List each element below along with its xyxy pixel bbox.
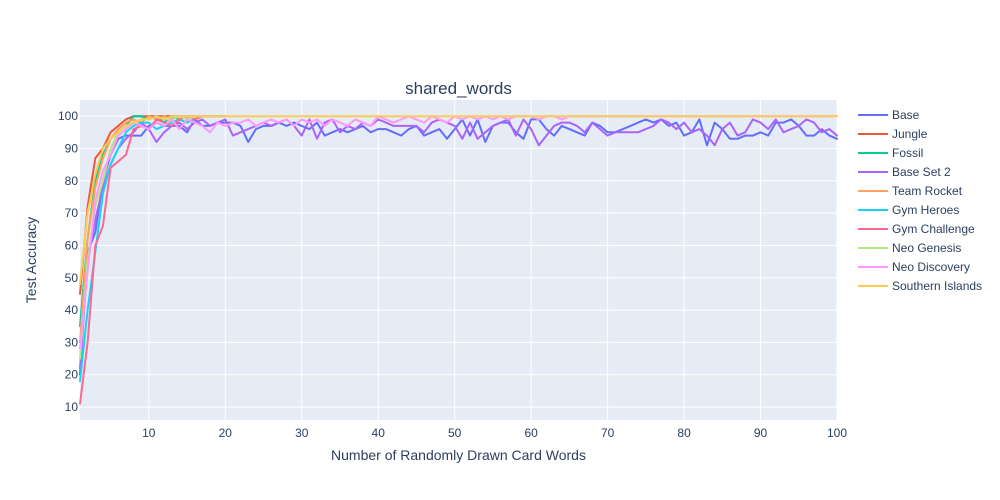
y-tick-label: 100 (58, 109, 78, 123)
legend-item[interactable]: Fossil (858, 146, 923, 160)
legend-label: Jungle (892, 127, 928, 141)
y-tick-label: 20 (65, 368, 79, 382)
legend-item[interactable]: Base Set 2 (858, 165, 951, 179)
x-axis-title: Number of Randomly Drawn Card Words (331, 447, 586, 463)
y-tick-label: 60 (65, 238, 79, 252)
y-axis-title: Test Accuracy (23, 217, 39, 303)
legend-item[interactable]: Base (858, 108, 920, 122)
x-tick-label: 30 (295, 426, 309, 440)
x-tick-label: 20 (219, 426, 233, 440)
y-tick-label: 80 (65, 174, 79, 188)
x-tick-label: 10 (142, 426, 156, 440)
y-axis-ticks: 10 20 30 40 50 60 70 80 90 100 (58, 109, 78, 414)
legend-label: Neo Discovery (892, 260, 970, 274)
series-line-base (79, 118, 838, 376)
legend-label: Fossil (892, 146, 923, 160)
legend-item[interactable]: Jungle (858, 127, 928, 141)
legend-item[interactable]: Gym Heroes (858, 203, 959, 217)
x-tick-label: 80 (677, 426, 691, 440)
legend-label: Gym Challenge (892, 222, 975, 236)
legend-item[interactable]: Team Rocket (858, 184, 963, 198)
legend-label: Team Rocket (892, 184, 963, 198)
legend: Base Jungle Fossil Base Set 2 Team Rocket Gym… (858, 108, 982, 293)
y-tick-label: 50 (65, 271, 79, 285)
x-tick-label: 70 (601, 426, 615, 440)
plot-area (80, 100, 837, 420)
legend-label: Base Set 2 (892, 165, 951, 179)
x-tick-label: 40 (372, 426, 386, 440)
x-tick-label: 90 (754, 426, 768, 440)
series-lines (79, 115, 838, 405)
series-line-base-set-2 (79, 118, 838, 370)
x-axis-ticks: 10 20 30 40 50 60 70 80 90 100 (142, 426, 847, 440)
y-tick-label: 40 (65, 303, 79, 317)
x-tick-label: 100 (827, 426, 847, 440)
legend-item[interactable]: Neo Genesis (858, 241, 961, 255)
x-tick-label: 60 (524, 426, 538, 440)
x-tick-label: 50 (448, 426, 462, 440)
legend-item[interactable]: Gym Challenge (858, 222, 975, 236)
y-tick-label: 10 (65, 400, 79, 414)
legend-label: Gym Heroes (892, 203, 959, 217)
y-tick-label: 70 (65, 206, 79, 220)
chart-title: shared_words (405, 79, 512, 98)
legend-label: Base (892, 108, 920, 122)
series-line-southern-islands (79, 115, 838, 286)
y-tick-label: 30 (65, 335, 79, 349)
legend-item[interactable]: Southern Islands (858, 279, 982, 293)
y-tick-label: 90 (65, 141, 79, 155)
gridlines (80, 100, 838, 420)
legend-label: Southern Islands (892, 279, 982, 293)
legend-item[interactable]: Neo Discovery (858, 260, 970, 274)
legend-label: Neo Genesis (892, 241, 961, 255)
